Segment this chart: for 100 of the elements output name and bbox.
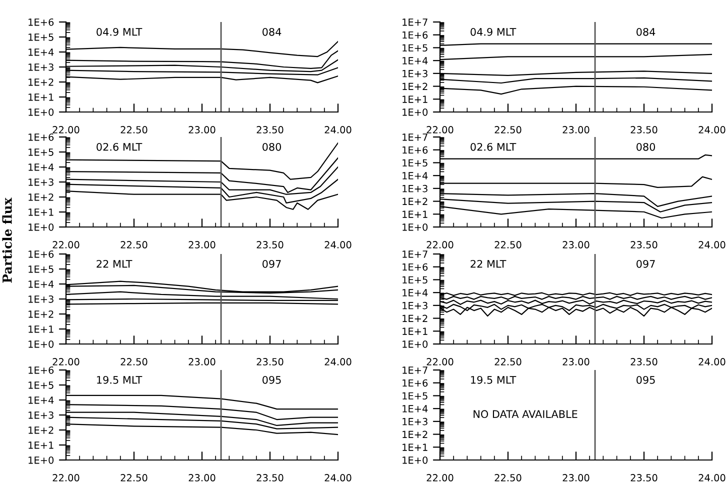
y-tick-label: 1E+7	[402, 134, 428, 141]
annotation: 19.5 MLT	[471, 376, 516, 384]
x-tick-label: 22.50	[494, 474, 522, 482]
x-tick-label: 23.50	[630, 474, 658, 482]
y-tick-label: 1E+1	[28, 94, 54, 101]
y-tick-label: 1E+2	[28, 193, 54, 201]
y-tick-label: 1E+5	[28, 266, 54, 273]
x-tick-label: 22.50	[120, 474, 148, 482]
x-tick-label: 23.50	[630, 126, 658, 134]
x-tick-label: 23.00	[188, 241, 216, 248]
annotation: NO DATA AVAILABLE	[474, 410, 578, 418]
x-tick-label: 22.00	[426, 241, 454, 248]
x-tick-label: 22.00	[52, 358, 80, 366]
y-tick-label: 1E+2	[402, 82, 428, 90]
y-tick-label: 1E+6	[28, 18, 54, 26]
annotation: 080	[636, 142, 656, 151]
annotation: 02.6 MLT	[470, 142, 516, 151]
y-tick-label: 1E+5	[28, 148, 54, 156]
y-tick-label: 1E+6	[28, 133, 54, 141]
x-tick-label: 23.50	[256, 241, 284, 248]
x-tick-label: 23.50	[630, 241, 658, 248]
y-tick-label: 1E+2	[28, 78, 54, 86]
y-tick-label: 1E+6	[28, 366, 54, 374]
y-tick-label: 1E+5	[402, 276, 428, 284]
y-tick-label: 1E+0	[28, 108, 54, 116]
x-tick-label: 24.00	[324, 126, 352, 134]
annotation: 02.6 MLT	[96, 142, 142, 151]
y-tick-label: 1E+3	[28, 411, 54, 419]
y-tick-label: 1E+5	[402, 159, 428, 167]
y-tick-label: 1E+5	[402, 44, 428, 52]
y-tick-label: 1E+4	[28, 48, 54, 56]
y-tick-label: 1E+4	[402, 57, 428, 64]
y-tick-label: 1E+0	[28, 340, 54, 348]
annotation: 04.9 MLT	[96, 28, 142, 36]
x-tick-label: 23.50	[256, 126, 284, 134]
x-tick-label: 22.00	[52, 126, 80, 134]
y-tick-label: 1E+6	[402, 263, 428, 271]
x-tick-label: 24.00	[324, 241, 352, 248]
x-tick-label: 24.00	[698, 474, 726, 482]
x-tick-label: 24.00	[698, 126, 726, 134]
x-tick-label: 23.50	[256, 474, 284, 482]
x-tick-label: 22.50	[494, 126, 522, 134]
y-tick-label: 1E+1	[28, 442, 54, 449]
annotation: 22 MLT	[96, 260, 132, 268]
y-tick-label: 1E+3	[28, 63, 54, 71]
x-tick-label: 24.00	[324, 358, 352, 366]
y-tick-label: 1E+1	[28, 208, 54, 216]
x-tick-label: 24.00	[698, 358, 726, 366]
y-tick-label: 1E+1	[402, 328, 428, 335]
annotation: 095	[636, 376, 655, 384]
y-tick-label: 1E+5	[28, 34, 54, 41]
x-tick-label: 22.00	[52, 241, 80, 248]
y-tick-label: 1E+4	[402, 172, 428, 180]
y-tick-label: 1E+1	[28, 326, 54, 333]
annotation: 097	[636, 260, 655, 268]
y-tick-label: 1E+6	[28, 250, 54, 258]
x-tick-label: 23.00	[562, 241, 590, 248]
y-tick-label: 1E+3	[402, 184, 428, 192]
x-tick-label: 23.00	[188, 126, 216, 134]
y-tick-label: 1E+0	[28, 456, 54, 464]
x-tick-label: 23.50	[630, 358, 658, 366]
y-tick-label: 1E+6	[402, 146, 428, 154]
y-tick-label: 1E+5	[28, 382, 54, 389]
y-tick-label: 1E+0	[28, 223, 54, 231]
x-tick-label: 22.50	[120, 358, 148, 366]
y-tick-label: 1E+1	[402, 210, 428, 218]
y-tick-label: 1E+3	[28, 295, 54, 303]
annotation: 084	[636, 28, 656, 36]
y-tick-label: 1E+4	[28, 164, 54, 171]
x-tick-label: 23.00	[562, 358, 590, 366]
annotation: 095	[262, 376, 281, 384]
x-tick-label: 22.50	[120, 241, 148, 248]
y-tick-label: 1E+3	[402, 70, 428, 78]
x-tick-label: 22.00	[426, 358, 454, 366]
y-tick-label: 1E+0	[402, 223, 428, 231]
x-tick-label: 23.00	[562, 474, 590, 482]
x-tick-label: 22.50	[494, 241, 522, 248]
y-tick-label: 1E+4	[28, 396, 54, 404]
x-tick-label: 22.50	[494, 358, 522, 366]
y-tick-label: 1E+4	[28, 280, 54, 288]
y-axis-title: Particle flux	[2, 198, 12, 283]
x-tick-label: 24.00	[324, 474, 352, 482]
x-tick-label: 23.00	[188, 474, 216, 482]
y-tick-label: 1E+2	[402, 314, 428, 322]
y-tick-label: 1E+7	[402, 18, 428, 26]
y-tick-label: 1E+3	[402, 418, 428, 426]
y-tick-label: 1E+0	[402, 108, 428, 116]
x-tick-label: 22.00	[426, 474, 454, 482]
y-tick-label: 1E+4	[402, 405, 428, 412]
y-tick-label: 1E+7	[402, 366, 428, 374]
y-tick-label: 1E+2	[28, 310, 54, 318]
x-tick-label: 22.00	[52, 474, 80, 482]
x-tick-label: 24.00	[698, 241, 726, 248]
y-tick-label: 1E+6	[402, 31, 428, 39]
y-tick-label: 1E+1	[402, 96, 428, 103]
annotation: 22 MLT	[470, 260, 506, 268]
annotation: 080	[262, 142, 282, 151]
y-tick-label: 1E+6	[402, 379, 428, 387]
y-tick-label: 1E+2	[28, 426, 54, 434]
y-tick-label: 1E+0	[402, 456, 428, 464]
